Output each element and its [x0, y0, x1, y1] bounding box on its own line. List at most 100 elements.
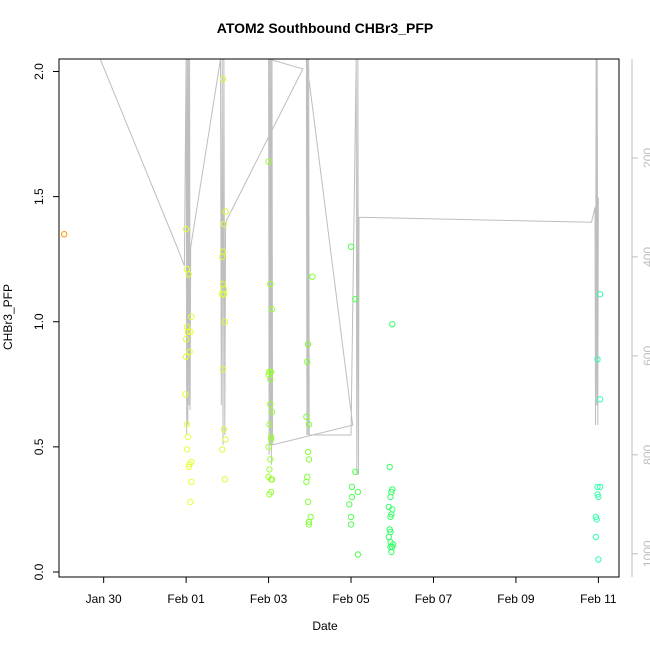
data-point [389, 321, 396, 328]
data-point [219, 75, 227, 83]
x-tick-label: Feb 11 [580, 592, 617, 606]
x-tick-label: Feb 07 [415, 592, 453, 606]
y-tick-label: 0.5 [32, 438, 46, 455]
plot-frame [58, 58, 620, 578]
data-point [268, 408, 276, 415]
data-point [596, 483, 604, 491]
data-point [221, 318, 229, 325]
data-point [267, 456, 274, 463]
data-point [354, 551, 362, 558]
data-point [304, 358, 311, 365]
data-point [221, 476, 229, 483]
data-point [182, 226, 190, 233]
data-point [220, 426, 228, 433]
data-point [186, 348, 193, 355]
data-point [305, 518, 313, 526]
x-tick-label: Feb 03 [250, 592, 288, 606]
data-point [303, 413, 310, 420]
data-point [305, 456, 313, 463]
data-point [346, 501, 353, 508]
data-point [185, 271, 192, 278]
right-tick-label: 800 [641, 444, 650, 464]
data-point [596, 291, 604, 298]
data-point [266, 466, 273, 473]
data-point [266, 421, 273, 428]
y-tick-label: 1.5 [32, 188, 46, 205]
data-point [304, 341, 312, 348]
data-point [303, 478, 310, 486]
data-point [347, 521, 355, 528]
data-point [187, 498, 194, 506]
data-point [267, 281, 274, 288]
data-point [386, 463, 393, 471]
data-point [348, 483, 356, 491]
data-point [387, 513, 394, 521]
data-point [183, 446, 191, 453]
data-point [352, 468, 359, 476]
y-tick-label: 1.0 [32, 313, 46, 330]
data-point [348, 493, 356, 501]
data-point [182, 336, 190, 343]
data-point [596, 396, 604, 403]
data-point [267, 433, 275, 441]
data-point [388, 548, 395, 556]
data-point [304, 448, 312, 456]
chart-title: ATOM2 Southbound CHBr3_PFP [216, 20, 434, 36]
data-point [184, 433, 192, 441]
y-tick-label: 0.0 [32, 563, 46, 580]
data-point [347, 513, 355, 521]
data-point [219, 253, 226, 260]
data-point [267, 476, 275, 483]
data-point [594, 356, 601, 363]
data-point [304, 473, 311, 481]
data-point [305, 521, 313, 528]
data-point [354, 488, 362, 496]
data-point [305, 421, 313, 428]
data-point [387, 493, 394, 501]
data-point [222, 208, 229, 215]
x-tick-label: Feb 01 [167, 592, 205, 606]
data-point [594, 483, 601, 491]
data-point [347, 243, 355, 250]
data-point [219, 366, 227, 373]
data-point [595, 556, 602, 563]
data-point [267, 436, 275, 443]
x-tick-label: Feb 09 [497, 592, 535, 606]
axes-group: Jan 30 Feb 01 Feb 03 Feb 05 Feb 07 Feb 09 Feb … [32, 58, 650, 606]
data-point [184, 328, 192, 335]
data-point [220, 291, 228, 298]
data-point [352, 296, 359, 303]
data-point [219, 446, 226, 453]
data-point [187, 328, 194, 335]
data-point [188, 313, 195, 320]
data-point [266, 491, 273, 498]
data-point [265, 443, 272, 451]
y-tick-label: 2.0 [32, 63, 46, 80]
data-point [595, 493, 602, 501]
data-point [592, 533, 599, 541]
right-tick-label: 600 [641, 346, 650, 366]
data-point [188, 478, 195, 486]
right-tick-label: 1000 [641, 540, 650, 567]
pressure-trace-line [99, 59, 599, 475]
data-point [222, 436, 229, 443]
right-tick-label: 200 [641, 148, 650, 168]
data-point [60, 231, 68, 238]
data-point [182, 353, 190, 360]
data-point [304, 498, 312, 506]
data-point [268, 306, 276, 313]
pressure-trace-group [99, 59, 599, 475]
x-tick-label: Feb 05 [332, 592, 370, 606]
data-point [593, 516, 600, 523]
data-point [267, 376, 274, 383]
x-tick-label: Jan 30 [86, 592, 122, 606]
data-point [182, 391, 189, 398]
data-point [183, 421, 191, 428]
data-point [309, 273, 316, 280]
x-axis-label: Date [312, 619, 338, 633]
data-point [265, 158, 272, 165]
data-points-group [60, 75, 604, 563]
right-tick-label: 400 [641, 247, 650, 267]
